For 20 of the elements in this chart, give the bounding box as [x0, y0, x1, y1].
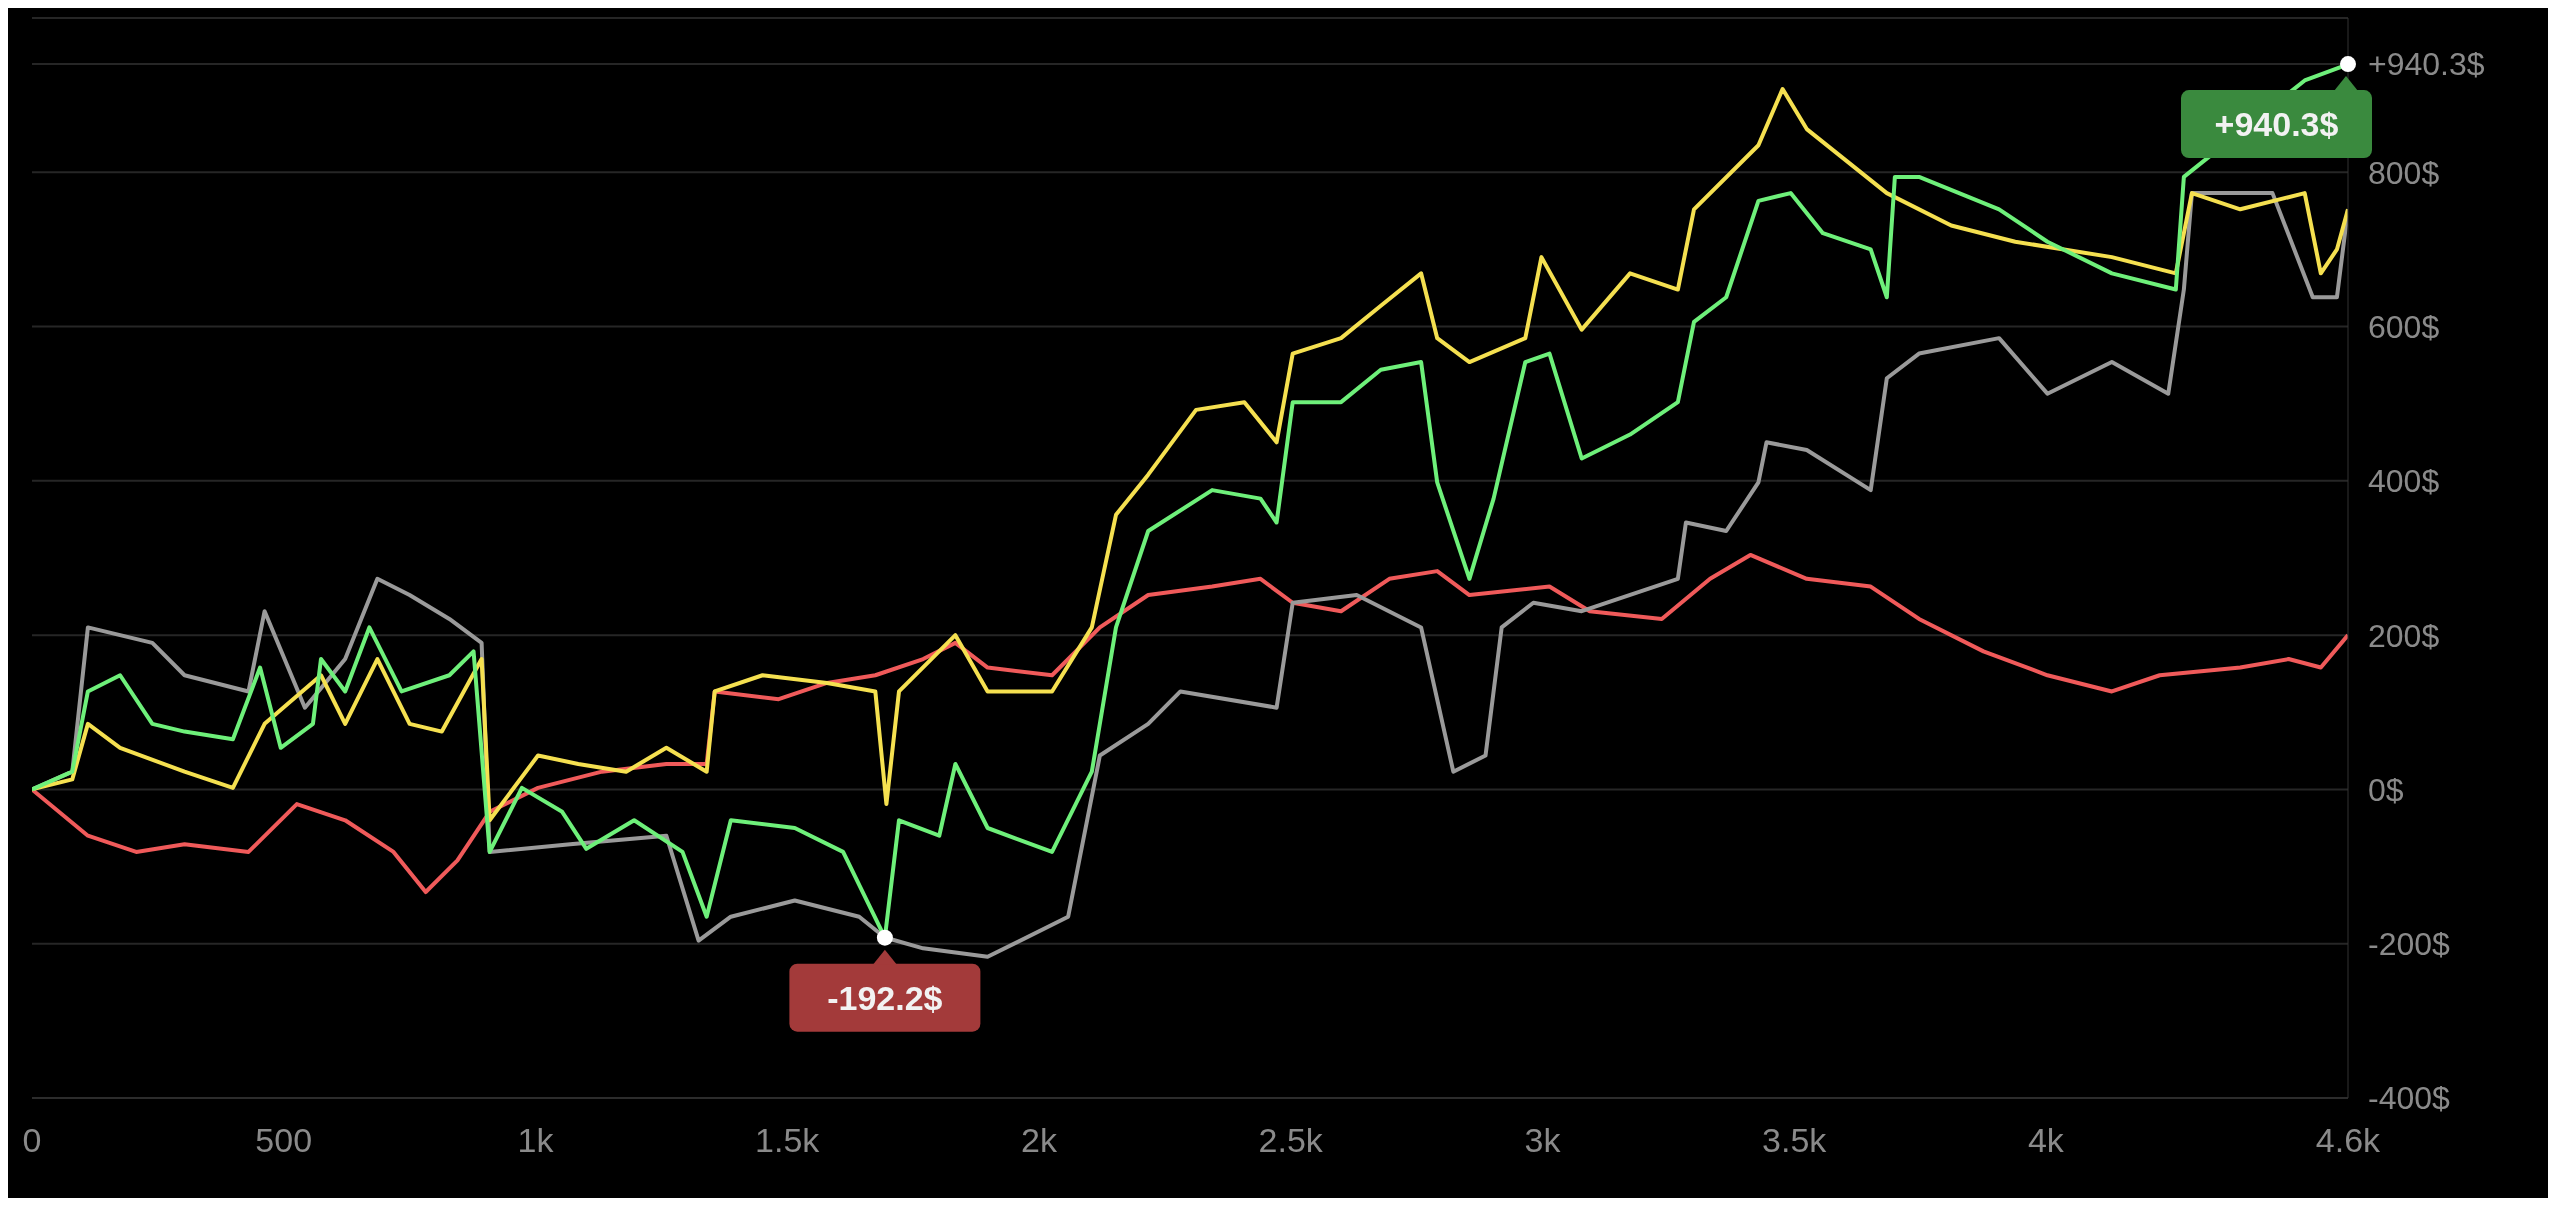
- y-tick-label: 0$: [2368, 771, 2404, 808]
- x-tick-label: 3.5k: [1762, 1121, 1828, 1160]
- y-tick-label: 200$: [2368, 617, 2440, 654]
- line-series: [32, 86, 2348, 823]
- x-tick-label: 1.5k: [755, 1121, 821, 1160]
- y-tick-label: -400$: [2368, 1080, 2451, 1117]
- y-tick-label: 400$: [2368, 463, 2440, 500]
- line-series: [32, 552, 2348, 895]
- y-tick-label: -200$: [2368, 926, 2451, 963]
- y-tick-label: 600$: [2368, 308, 2440, 345]
- x-tick-label: 4.6k: [2315, 1121, 2382, 1160]
- x-tick-label: 500: [255, 1121, 313, 1160]
- x-tick-label: 4k: [2027, 1121, 2065, 1160]
- x-tick-label: 2k: [1021, 1121, 1058, 1160]
- annotation: -192.2$: [827, 978, 943, 1017]
- annotation: +940.3$: [2214, 105, 2339, 144]
- x-tick-label: 2.5k: [1258, 1121, 1324, 1160]
- x-tick-label: 0: [22, 1121, 42, 1160]
- x-tick-label: 3k: [1524, 1121, 1562, 1160]
- x-tick-label: 1k: [517, 1121, 555, 1160]
